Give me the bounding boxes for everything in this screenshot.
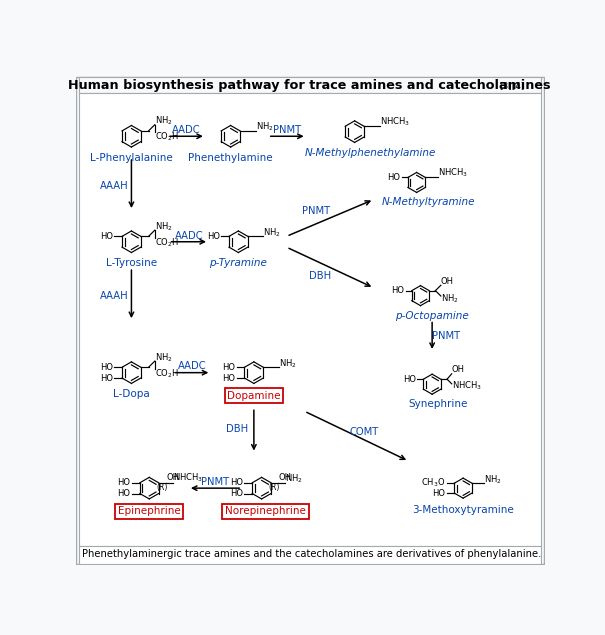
Text: HO: HO: [100, 232, 113, 241]
Text: HO: HO: [391, 286, 404, 295]
Text: HO: HO: [403, 375, 416, 384]
Text: NH$_2$: NH$_2$: [155, 220, 172, 232]
Text: HO: HO: [117, 489, 131, 498]
Text: NH$_2$: NH$_2$: [255, 121, 273, 133]
Text: NH$_2$: NH$_2$: [441, 293, 459, 305]
Text: DBH: DBH: [226, 424, 248, 434]
Text: OH: OH: [279, 473, 292, 482]
Text: HO: HO: [222, 373, 235, 382]
Text: CO$_2$H: CO$_2$H: [155, 131, 179, 144]
Text: HO: HO: [230, 489, 243, 498]
Text: HO: HO: [387, 173, 400, 182]
Text: Synephrine: Synephrine: [408, 399, 468, 409]
Text: CO$_2$H: CO$_2$H: [155, 236, 179, 249]
Text: HO: HO: [222, 363, 235, 371]
Text: Norepinephrine: Norepinephrine: [225, 506, 306, 516]
Text: (R): (R): [269, 483, 280, 492]
Text: p-Tyramine: p-Tyramine: [209, 258, 267, 269]
Text: CH$_3$O: CH$_3$O: [420, 477, 445, 490]
Text: NHCH$_3$: NHCH$_3$: [438, 166, 468, 179]
Text: NH$_2$: NH$_2$: [263, 226, 281, 239]
Text: Epinephrine: Epinephrine: [118, 506, 181, 516]
Text: PNMT: PNMT: [273, 125, 301, 135]
Text: OH: OH: [452, 366, 465, 375]
Text: L-Phenylalanine: L-Phenylalanine: [90, 153, 173, 163]
Text: AADC: AADC: [174, 231, 203, 241]
Text: N-Methyltyramine: N-Methyltyramine: [382, 197, 475, 208]
Text: Phenethylaminergic trace amines and the catecholamines are derivatives of phenyl: Phenethylaminergic trace amines and the …: [82, 549, 541, 559]
Text: 3-Methoxytyramine: 3-Methoxytyramine: [412, 505, 514, 515]
Bar: [79, 546, 541, 564]
Text: Phenethylamine: Phenethylamine: [188, 153, 273, 163]
Text: NH$_2$: NH$_2$: [484, 473, 502, 486]
Text: CO$_2$H: CO$_2$H: [155, 367, 179, 380]
Text: NHCH$_3$: NHCH$_3$: [452, 380, 482, 392]
Text: NH$_2$: NH$_2$: [285, 472, 302, 485]
Text: N-Methylphenethylamine: N-Methylphenethylamine: [304, 148, 436, 158]
Bar: [79, 77, 541, 93]
Text: PNMT: PNMT: [432, 331, 460, 341]
Text: HO: HO: [207, 232, 220, 241]
Text: [3][4]: [3][4]: [500, 81, 525, 91]
Text: PNMT: PNMT: [201, 477, 229, 487]
Text: AAAH: AAAH: [100, 180, 129, 190]
Text: NH$_2$: NH$_2$: [279, 357, 296, 370]
Text: DBH: DBH: [309, 271, 331, 281]
Text: AADC: AADC: [177, 361, 206, 371]
Text: (R): (R): [156, 483, 168, 492]
Text: HO: HO: [117, 478, 131, 487]
Text: p-Octopamine: p-Octopamine: [395, 311, 469, 321]
Text: AADC: AADC: [172, 125, 201, 135]
Text: HO: HO: [230, 478, 243, 487]
Text: AAAH: AAAH: [100, 291, 129, 300]
Text: OH: OH: [441, 277, 454, 286]
Text: NHCH$_3$: NHCH$_3$: [172, 472, 203, 485]
Text: Human biosynthesis pathway for trace amines and catecholamines: Human biosynthesis pathway for trace ami…: [68, 79, 551, 92]
Text: L-Dopa: L-Dopa: [113, 389, 150, 399]
Text: L-Tyrosine: L-Tyrosine: [106, 258, 157, 269]
Text: HO: HO: [432, 489, 445, 498]
Text: HO: HO: [100, 363, 113, 371]
Text: NH$_2$: NH$_2$: [155, 351, 172, 363]
Text: HO: HO: [100, 373, 113, 382]
Text: PNMT: PNMT: [302, 206, 330, 216]
Text: NH$_2$: NH$_2$: [155, 114, 172, 127]
Text: OH: OH: [166, 473, 180, 482]
Text: COMT: COMT: [349, 427, 379, 437]
Text: NHCH$_3$: NHCH$_3$: [379, 116, 410, 128]
Text: Dopamine: Dopamine: [227, 391, 281, 401]
